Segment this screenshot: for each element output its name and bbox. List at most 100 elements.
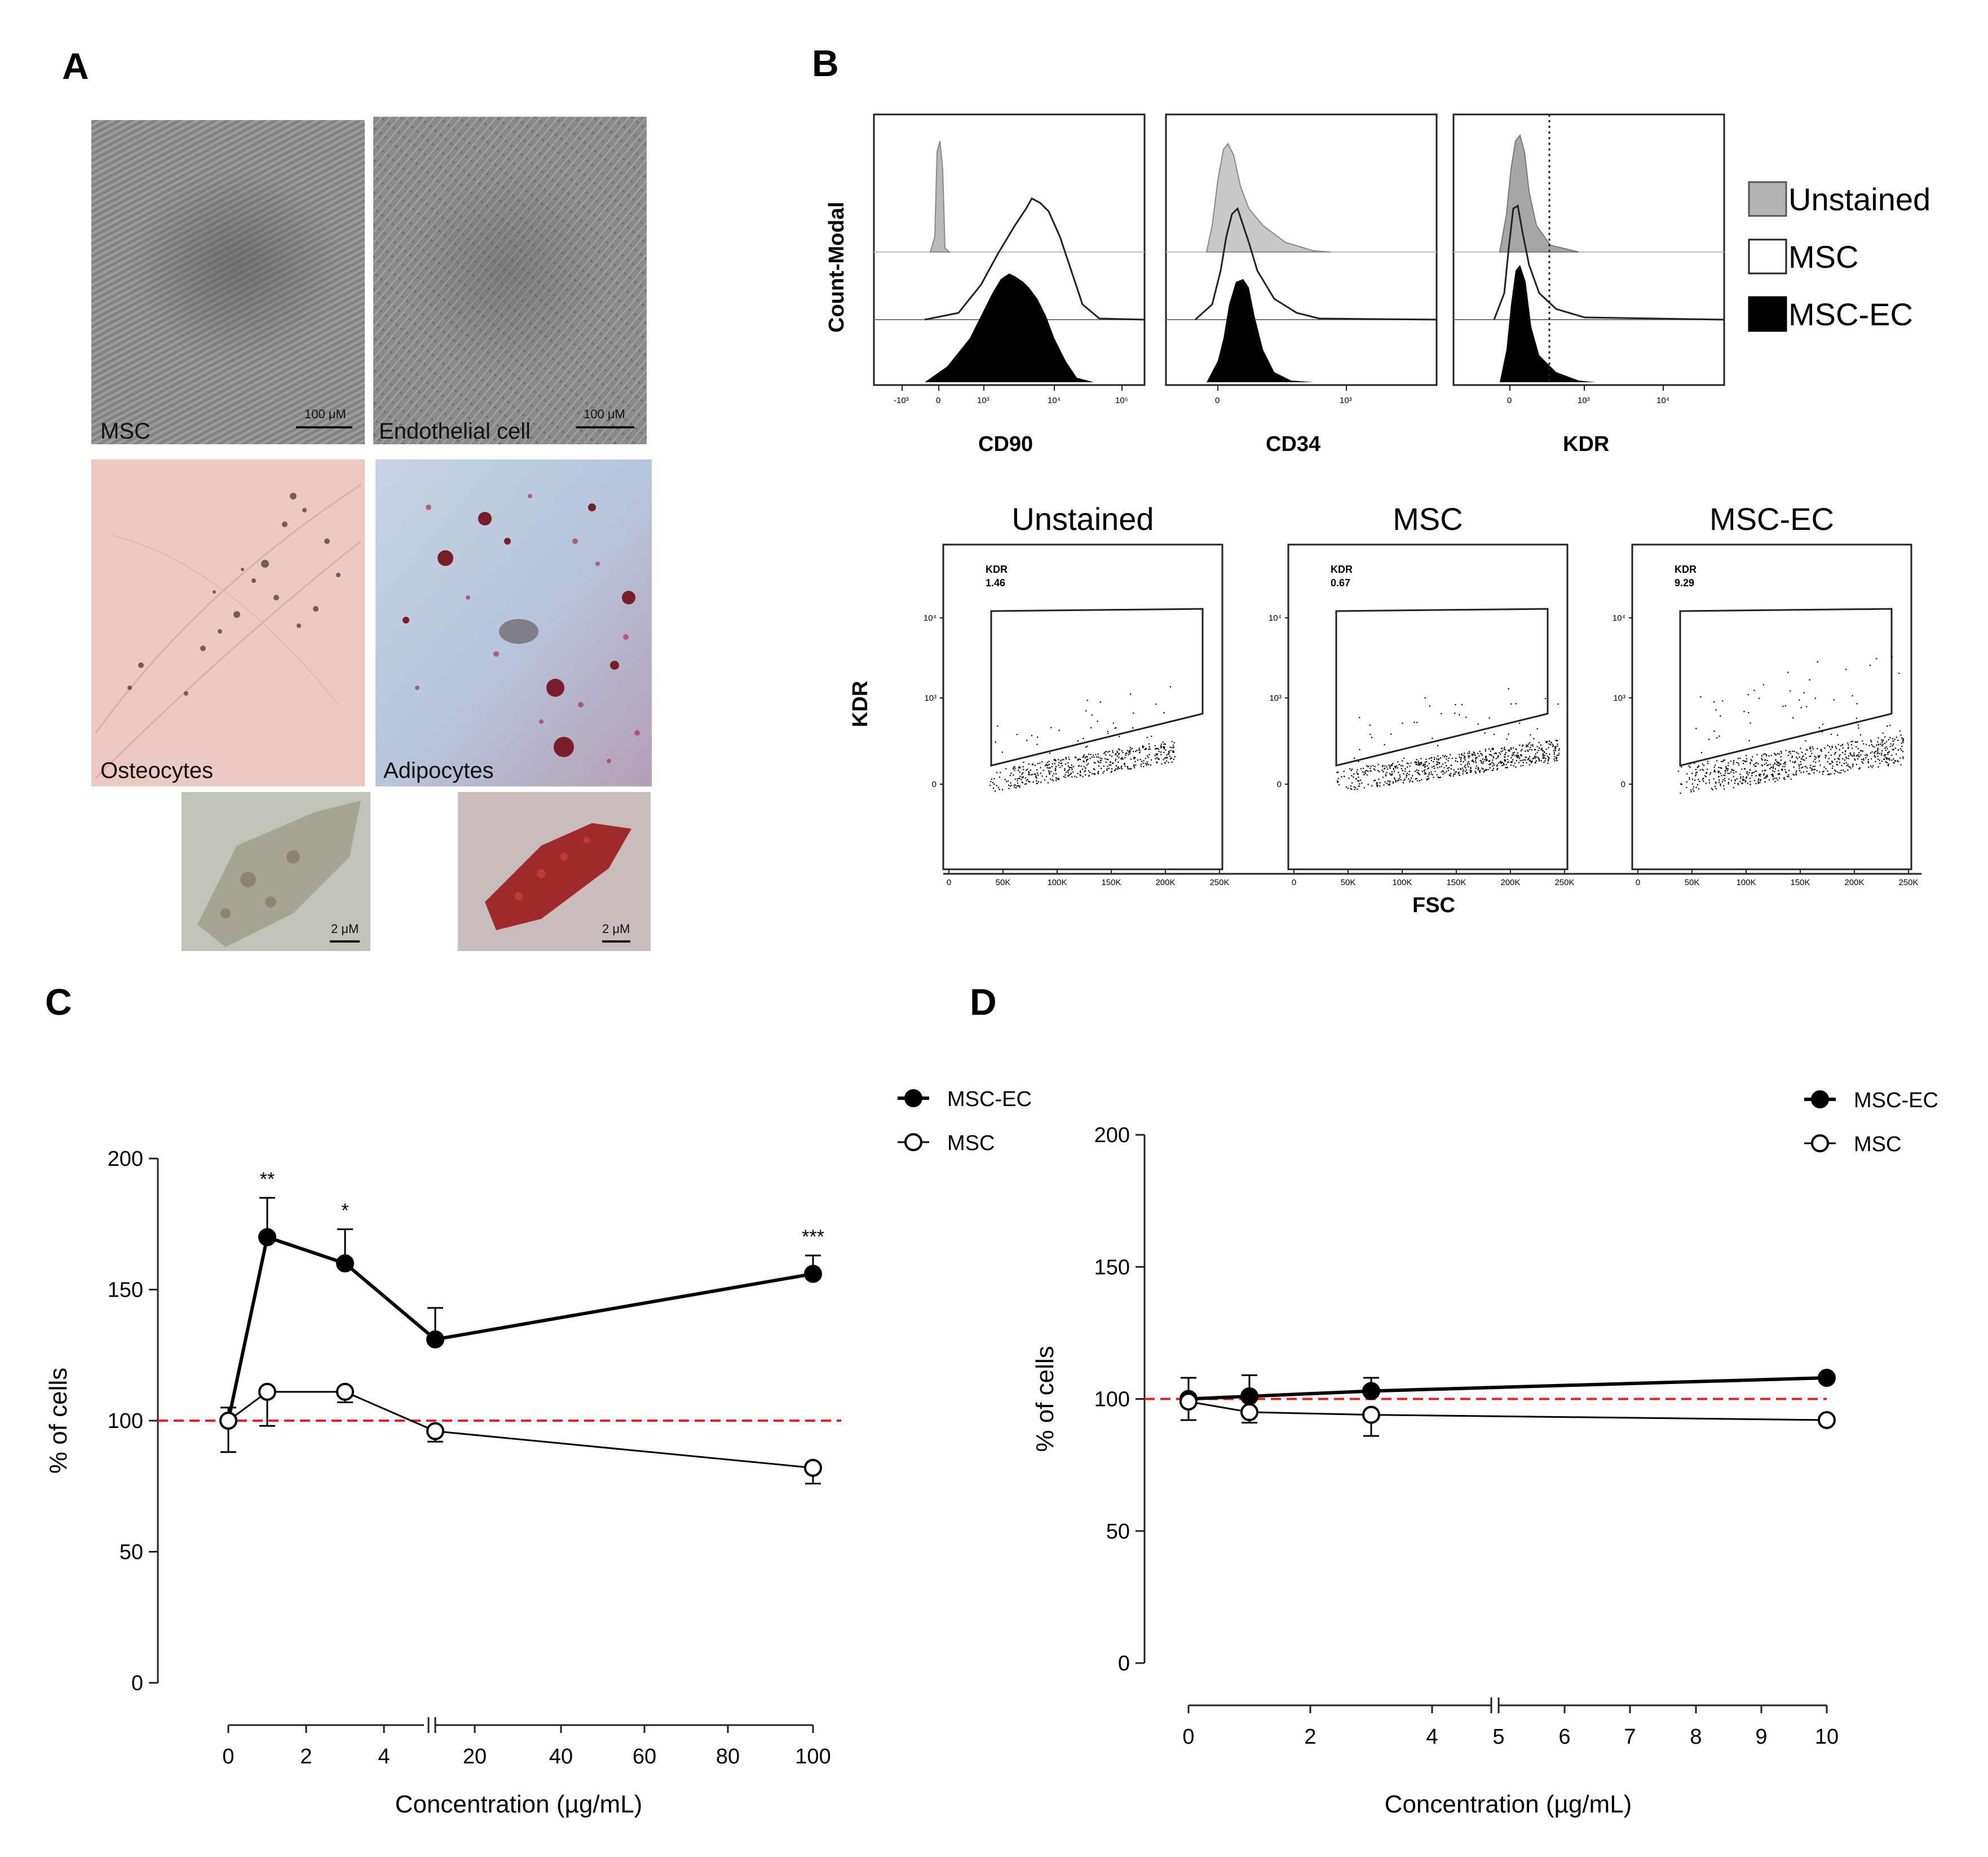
c-point-0-3 [426,1330,444,1348]
c-xtick-1: 2 [300,1745,312,1768]
endothelial-label: Endothelial cell [379,419,531,444]
d-point-1-0 [1179,1392,1198,1411]
legend-msc-ec: MSC-EC [1788,297,1913,332]
gate-polygon-0 [990,608,1204,767]
scatter-frame-1 [1287,543,1569,870]
scatter-xtick-0-2: 100K [1047,878,1067,887]
histogram-kdr: 0 10³ 10⁴ KDR [1452,113,1725,456]
endothelial-scale-text: 100 μM [584,407,625,421]
c-legend-0: MSC-EC [947,1087,1032,1111]
scatter-xtick-2-1: 50K [1685,878,1700,887]
osteocytes-micrograph: Osteocytes [91,459,365,786]
adipocytes-label: Adipocytes [383,758,494,783]
scatter-ytick-2-0: 10⁴ [1613,613,1625,623]
scatter-frame-2 [1631,543,1912,870]
scatter-ytick-0-0: 10⁴ [924,613,936,623]
cd90-tick-1: 0 [936,396,940,405]
c-xtick-7: 100 [795,1745,830,1768]
d-legend-1: MSC [1854,1133,1901,1156]
scatter-ytick-0-1: 10³ [924,693,936,703]
gate-name-2: KDR [1675,564,1697,575]
gate-polygon-1 [1335,608,1549,767]
legend-swatch-unstained [1748,181,1787,217]
osteocytes-label: Osteocytes [100,758,213,783]
scatter-events-0 [989,686,1176,792]
c-legend-1: MSC [947,1131,995,1155]
scatter-xtick-2-0: 0 [1636,878,1640,887]
gate-value-1: 0.67 [1331,577,1350,589]
c-xtick-0: 0 [222,1745,234,1768]
msc-scale-text: 100 μM [304,407,346,421]
osteocytes-zoom-micrograph: 2 μM [182,792,370,951]
d-xtick-7: 9 [1755,1725,1767,1749]
c-ylabel: % of cells [45,1368,72,1474]
d-ylabel: % of cells [1031,1346,1059,1452]
d-xtick-3: 5 [1492,1725,1504,1749]
msc-label: MSC [100,419,151,444]
d-line-0 [1188,1376,1827,1401]
scatter-xtick-1-3: 150K [1446,878,1466,887]
d-ytick-3: 150 [1094,1255,1130,1279]
c-series-msc [219,1382,822,1485]
scatter-ytick-2-2: 0 [1621,780,1625,789]
legend-unstained: Unstained [1788,182,1930,217]
scatter-xtick-2-4: 200K [1844,878,1864,887]
d-point-1-1 [1240,1403,1258,1421]
d-point-0-3 [1818,1369,1836,1387]
scatter-plot-2: MSC-EC KDR 9.29 10⁴ 10³ 0 0 50K 100K 150K 200K 250K [1613,501,1919,887]
scatter-xtick-1-2: 100K [1392,878,1412,887]
gate-name-0: KDR [986,564,1008,575]
endothelial-micrograph: Endothelial cell 100 μM [373,117,647,444]
c-xtick-2: 4 [378,1745,390,1768]
scatter-xtick-0-1: 50K [996,878,1011,887]
panel-d-letter: D [970,981,997,1023]
panel-a-letter: A [62,45,89,87]
legend-msc: MSC [1788,239,1858,275]
scatter-xtick-1-5: 250K [1554,878,1574,887]
scatter-xtick-0-4: 200K [1155,878,1175,887]
d-ytick-0: 0 [1118,1652,1130,1675]
adipocytes-zoom-micrograph: 2 μM [458,792,651,951]
gate-name-1: KDR [1331,564,1353,575]
c-legend-marker-1 [904,1133,922,1151]
d-series-msc [1179,1392,1836,1437]
scatter-title-0: Unstained [1011,501,1154,537]
c-xtick-6: 80 [716,1745,740,1768]
d-legend-marker-0 [1811,1090,1829,1108]
scatter-xtick-2-2: 100K [1736,878,1756,887]
scatter-events-1 [1336,688,1560,790]
gate-polygon-2 [1679,608,1893,767]
kdr-tick-0: 0 [1507,396,1512,405]
c-xlabel: Concentration (µg/mL) [395,1790,643,1818]
d-xtick-6: 8 [1690,1725,1702,1749]
d-xtick-5: 7 [1624,1725,1636,1749]
d-point-0-2 [1362,1382,1380,1400]
adipocytes-micrograph: Adipocytes [375,459,652,786]
d-xlabel: Concentration (µg/mL) [1385,1790,1632,1818]
scatter-xtick-0-0: 0 [947,878,951,887]
scatter-frame-0 [942,543,1223,870]
d-point-0-1 [1240,1387,1258,1405]
panel-b-letter: B [812,42,839,84]
c-xtick-3: 20 [463,1745,487,1768]
scatter-title-1: MSC [1393,501,1463,537]
cd90-tick-4: 10⁵ [1115,396,1128,405]
gate-value-0: 1.46 [986,577,1005,589]
c-sig-2: * [341,1200,348,1222]
adipo-zoom-scale-text: 2 μM [602,922,630,936]
d-legend-0: MSC-EC [1854,1089,1938,1112]
scatter-plots: Unstained KDR 1.46 10⁴ 10³ 0 0 50K 100K 150K 200K 2… [924,501,1919,887]
chart-d: 0 50 100 150 200 % of cells 0 2 4 5 6 7 8 9 10 Concentr… [1031,1089,1938,1818]
scatter-events-2 [1677,656,1905,794]
cd90-tick-2: 10³ [977,396,989,405]
c-point-1-2 [336,1382,354,1401]
d-ytick-4: 200 [1094,1124,1130,1147]
histogram-cd90: -10³ 0 10³ 10⁴ 10⁵ CD90 [873,113,1146,456]
d-line-1 [1188,1400,1827,1421]
d-xtick-4: 6 [1558,1725,1570,1749]
scatter-ytick-2-1: 10³ [1613,693,1625,703]
c-point-1-4 [804,1458,822,1477]
d-ytick-1: 50 [1106,1520,1130,1544]
c-line-0 [227,1235,814,1421]
